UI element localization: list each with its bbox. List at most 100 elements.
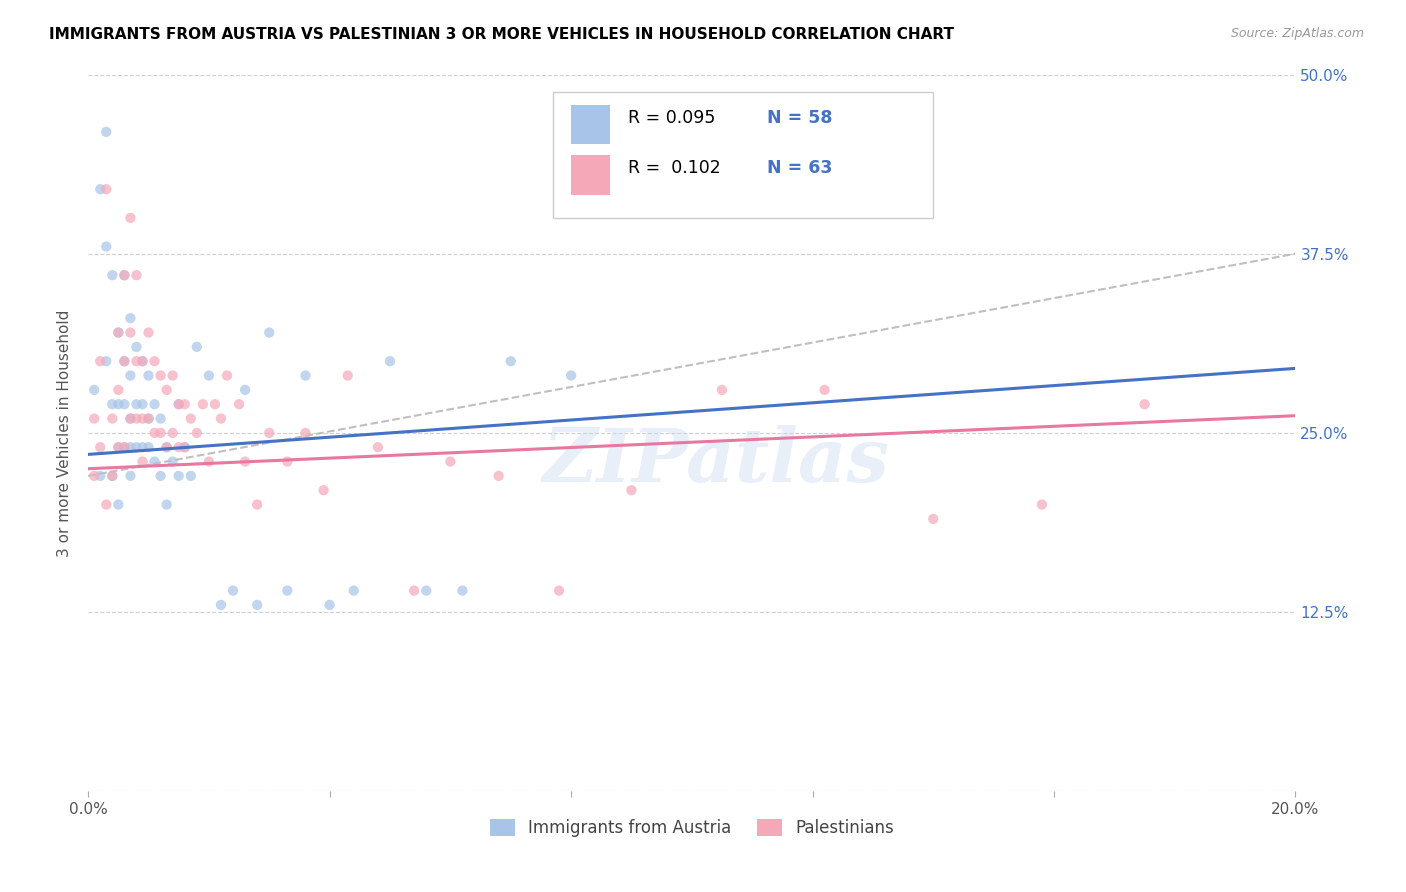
Point bbox=[143, 454, 166, 468]
Point bbox=[125, 397, 148, 411]
Point bbox=[83, 469, 105, 483]
Point bbox=[131, 454, 153, 468]
Point bbox=[276, 454, 298, 468]
Point bbox=[101, 411, 124, 425]
Point bbox=[186, 340, 208, 354]
Point bbox=[294, 425, 316, 440]
FancyBboxPatch shape bbox=[571, 155, 610, 194]
Point bbox=[156, 440, 179, 454]
Point bbox=[548, 583, 571, 598]
Point bbox=[246, 598, 269, 612]
Point bbox=[257, 326, 280, 340]
Point bbox=[125, 354, 148, 368]
Point bbox=[138, 326, 160, 340]
Point bbox=[173, 440, 195, 454]
Point bbox=[83, 411, 105, 425]
Point bbox=[209, 598, 232, 612]
Point bbox=[228, 397, 250, 411]
Point bbox=[343, 583, 366, 598]
Point bbox=[101, 397, 124, 411]
Point bbox=[112, 354, 135, 368]
Point bbox=[112, 268, 135, 283]
Point bbox=[162, 425, 184, 440]
Text: Source: ZipAtlas.com: Source: ZipAtlas.com bbox=[1230, 27, 1364, 40]
Text: N = 63: N = 63 bbox=[766, 159, 832, 177]
Point bbox=[89, 354, 111, 368]
Point bbox=[107, 440, 129, 454]
FancyBboxPatch shape bbox=[571, 105, 610, 145]
Text: R =  0.102: R = 0.102 bbox=[628, 159, 720, 177]
Y-axis label: 3 or more Vehicles in Household: 3 or more Vehicles in Household bbox=[58, 310, 72, 557]
Point bbox=[120, 411, 142, 425]
Point bbox=[439, 454, 461, 468]
Point bbox=[180, 411, 202, 425]
Point bbox=[112, 354, 135, 368]
Point bbox=[276, 583, 298, 598]
Legend: Immigrants from Austria, Palestinians: Immigrants from Austria, Palestinians bbox=[484, 813, 900, 844]
Point bbox=[1133, 397, 1156, 411]
Point bbox=[96, 125, 118, 139]
Point bbox=[156, 440, 179, 454]
Point bbox=[198, 368, 221, 383]
Point bbox=[149, 425, 172, 440]
Point bbox=[101, 469, 124, 483]
Point bbox=[83, 383, 105, 397]
Point bbox=[107, 397, 129, 411]
Point bbox=[143, 425, 166, 440]
Point bbox=[162, 368, 184, 383]
Point bbox=[131, 440, 153, 454]
Point bbox=[120, 411, 142, 425]
Point bbox=[1031, 498, 1053, 512]
Point bbox=[149, 469, 172, 483]
Point bbox=[143, 397, 166, 411]
Point bbox=[89, 469, 111, 483]
Point bbox=[378, 354, 401, 368]
Point bbox=[186, 425, 208, 440]
Point bbox=[138, 368, 160, 383]
Point bbox=[233, 383, 256, 397]
Point bbox=[131, 411, 153, 425]
Point bbox=[167, 397, 190, 411]
Point bbox=[209, 411, 232, 425]
Point bbox=[120, 440, 142, 454]
Point bbox=[101, 469, 124, 483]
Point bbox=[120, 368, 142, 383]
Point bbox=[560, 368, 582, 383]
Point bbox=[813, 383, 835, 397]
Point bbox=[173, 397, 195, 411]
Point bbox=[131, 354, 153, 368]
Point bbox=[312, 483, 335, 498]
Point bbox=[96, 354, 118, 368]
Point bbox=[131, 354, 153, 368]
Point bbox=[173, 440, 195, 454]
Point bbox=[222, 583, 245, 598]
Point bbox=[191, 397, 214, 411]
Point bbox=[162, 454, 184, 468]
Point bbox=[204, 397, 226, 411]
Point bbox=[112, 397, 135, 411]
Point bbox=[294, 368, 316, 383]
Point bbox=[112, 440, 135, 454]
Point bbox=[143, 354, 166, 368]
Point bbox=[131, 397, 153, 411]
Point bbox=[125, 411, 148, 425]
Point bbox=[96, 182, 118, 196]
Text: R = 0.095: R = 0.095 bbox=[628, 109, 716, 127]
FancyBboxPatch shape bbox=[553, 93, 934, 218]
Point bbox=[107, 498, 129, 512]
Point bbox=[138, 440, 160, 454]
Point bbox=[318, 598, 340, 612]
Point bbox=[215, 368, 238, 383]
Point bbox=[246, 498, 269, 512]
Point bbox=[257, 425, 280, 440]
Point bbox=[107, 383, 129, 397]
Point bbox=[138, 411, 160, 425]
Point bbox=[107, 326, 129, 340]
Point bbox=[138, 411, 160, 425]
Point bbox=[107, 326, 129, 340]
Point bbox=[120, 469, 142, 483]
Point bbox=[415, 583, 437, 598]
Point bbox=[89, 440, 111, 454]
Point bbox=[156, 383, 179, 397]
Point bbox=[149, 368, 172, 383]
